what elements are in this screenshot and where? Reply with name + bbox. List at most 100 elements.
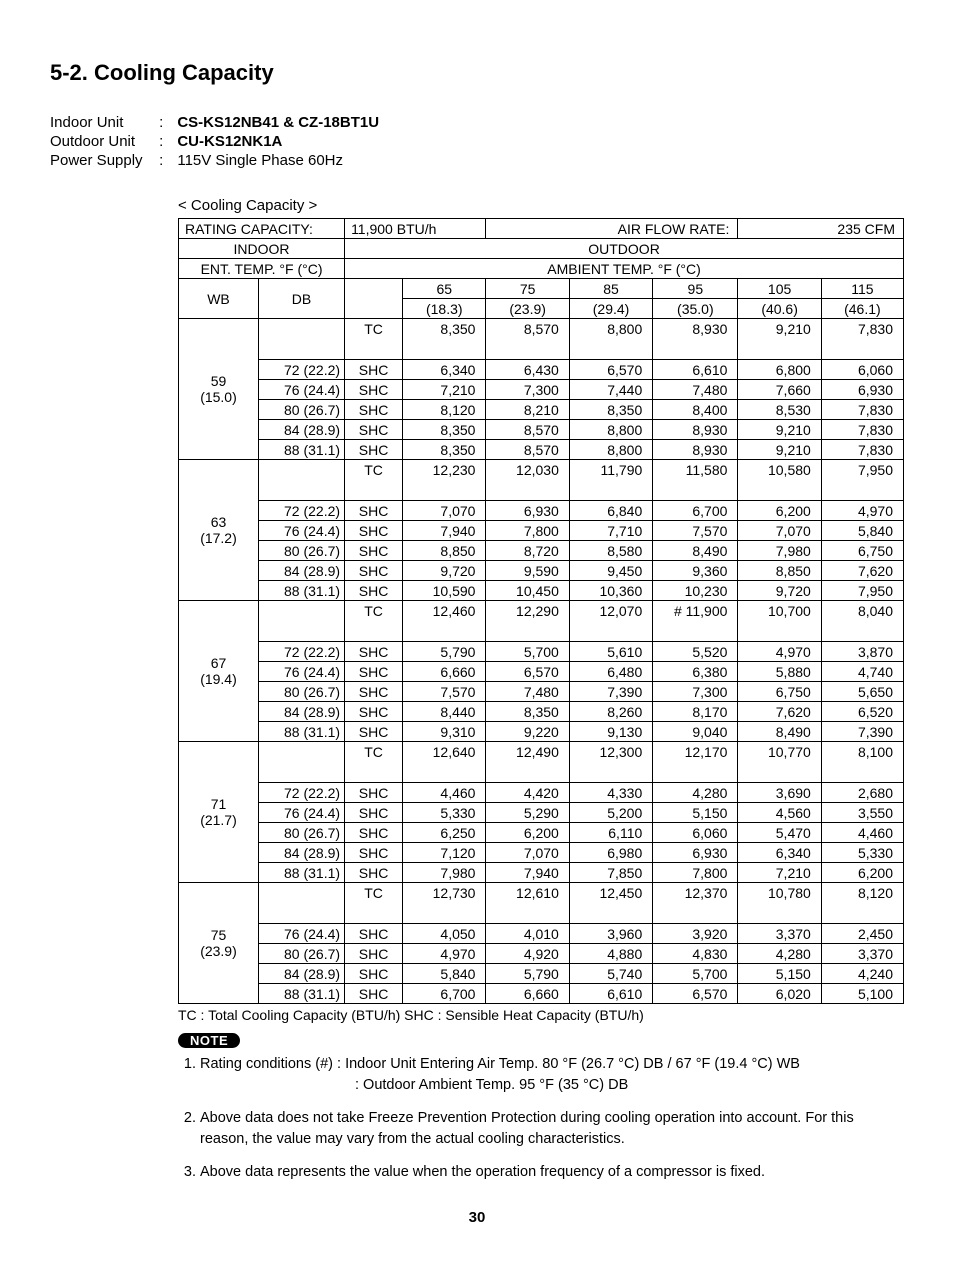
- val-0-0-1: 6,430: [486, 360, 569, 380]
- colon: :: [159, 114, 173, 131]
- val-3-2-2: 6,110: [569, 823, 652, 843]
- val-3-0-1: 4,420: [486, 783, 569, 803]
- val-0-2-2: 8,350: [569, 400, 652, 420]
- val-1-2-2: 8,580: [569, 541, 652, 561]
- val-3-3-3: 6,930: [653, 843, 738, 863]
- val-4-1-2: 4,880: [569, 944, 652, 964]
- val-0-2-3: 8,400: [653, 400, 738, 420]
- amb-temp-header: AMBIENT TEMP. °F (°C): [345, 259, 904, 279]
- val-1-4-1: 10,450: [486, 581, 569, 601]
- spec-power-label: Power Supply: [50, 152, 155, 169]
- val-4-1-0: 4,970: [403, 944, 486, 964]
- val-2-2-2: 7,390: [569, 682, 652, 702]
- val-1-3-4: 8,850: [738, 561, 821, 581]
- tc-3-3: 12,170: [653, 742, 738, 783]
- val-1-0-4: 6,200: [738, 501, 821, 521]
- val-1-3-3: 9,360: [653, 561, 738, 581]
- outdoor-header: OUTDOOR: [345, 239, 904, 259]
- tc-1-3: 11,580: [653, 460, 738, 501]
- db-header: DB: [258, 279, 344, 319]
- shc-label: SHC: [345, 521, 403, 541]
- val-1-1-3: 7,570: [653, 521, 738, 541]
- val-2-4-0: 9,310: [403, 722, 486, 742]
- val-4-0-2: 3,960: [569, 924, 652, 944]
- shc-label: SHC: [345, 642, 403, 662]
- note-2: Above data does not take Freeze Preventi…: [200, 1108, 904, 1150]
- val-1-1-2: 7,710: [569, 521, 652, 541]
- val-4-3-0: 6,700: [403, 984, 486, 1004]
- val-2-1-4: 5,880: [738, 662, 821, 682]
- tc-4-5: 8,120: [821, 883, 903, 924]
- val-2-3-4: 7,620: [738, 702, 821, 722]
- val-0-0-0: 6,340: [403, 360, 486, 380]
- val-2-1-2: 6,480: [569, 662, 652, 682]
- shc-label: SHC: [345, 702, 403, 722]
- val-1-0-2: 6,840: [569, 501, 652, 521]
- val-1-0-0: 7,070: [403, 501, 486, 521]
- db-2-0: 72 (22.2): [258, 642, 344, 662]
- val-1-1-5: 5,840: [821, 521, 903, 541]
- shc-label: SHC: [345, 944, 403, 964]
- tc-4-3: 12,370: [653, 883, 738, 924]
- db-1-3: 84 (28.9): [258, 561, 344, 581]
- val-4-0-1: 4,010: [486, 924, 569, 944]
- shc-label: SHC: [345, 924, 403, 944]
- tc-2-1: 12,290: [486, 601, 569, 642]
- val-0-0-5: 6,060: [821, 360, 903, 380]
- db-blank: [258, 883, 344, 924]
- wb-cell-63: 63(17.2): [179, 460, 259, 601]
- tc-label: TC: [345, 319, 403, 360]
- val-2-0-5: 3,870: [821, 642, 903, 662]
- val-3-0-0: 4,460: [403, 783, 486, 803]
- spec-power-value: 115V Single Phase 60Hz: [177, 152, 343, 169]
- db-0-4: 88 (31.1): [258, 440, 344, 460]
- db-3-4: 88 (31.1): [258, 863, 344, 883]
- colon: :: [159, 133, 173, 150]
- amb-col-c-3: (35.0): [653, 299, 738, 319]
- db-4-1: 80 (26.7): [258, 944, 344, 964]
- val-0-1-4: 7,660: [738, 380, 821, 400]
- db-0-3: 84 (28.9): [258, 420, 344, 440]
- tc-label: TC: [345, 742, 403, 783]
- shc-label: SHC: [345, 843, 403, 863]
- spec-indoor-value: CS-KS12NB41 & CZ-18BT1U: [177, 114, 379, 131]
- db-blank: [258, 319, 344, 360]
- val-1-3-1: 9,590: [486, 561, 569, 581]
- val-3-1-3: 5,150: [653, 803, 738, 823]
- shc-label: SHC: [345, 783, 403, 803]
- db-2-2: 80 (26.7): [258, 682, 344, 702]
- table-caption: < Cooling Capacity >: [178, 197, 904, 214]
- tc-3-4: 10,770: [738, 742, 821, 783]
- tc-0-5: 7,830: [821, 319, 903, 360]
- db-3-2: 80 (26.7): [258, 823, 344, 843]
- val-3-2-4: 5,470: [738, 823, 821, 843]
- val-0-3-2: 8,800: [569, 420, 652, 440]
- val-4-3-1: 6,660: [486, 984, 569, 1004]
- tc-label: TC: [345, 883, 403, 924]
- val-1-2-4: 7,980: [738, 541, 821, 561]
- wb-cell-71: 71(21.7): [179, 742, 259, 883]
- val-2-4-4: 8,490: [738, 722, 821, 742]
- tc-1-1: 12,030: [486, 460, 569, 501]
- table-legend: TC : Total Cooling Capacity (BTU/h) SHC …: [178, 1007, 904, 1023]
- val-1-2-3: 8,490: [653, 541, 738, 561]
- amb-col-f-1: 75: [486, 279, 569, 299]
- shc-label: SHC: [345, 380, 403, 400]
- val-4-0-3: 3,920: [653, 924, 738, 944]
- tc-2-2: 12,070: [569, 601, 652, 642]
- tc-3-0: 12,640: [403, 742, 486, 783]
- tc-0-3: 8,930: [653, 319, 738, 360]
- val-2-0-2: 5,610: [569, 642, 652, 662]
- db-2-4: 88 (31.1): [258, 722, 344, 742]
- val-3-3-2: 6,980: [569, 843, 652, 863]
- db-0-2: 80 (26.7): [258, 400, 344, 420]
- val-3-1-4: 4,560: [738, 803, 821, 823]
- db-0-1: 76 (24.4): [258, 380, 344, 400]
- val-4-3-3: 6,570: [653, 984, 738, 1004]
- shc-label: SHC: [345, 662, 403, 682]
- val-4-0-5: 2,450: [821, 924, 903, 944]
- val-0-3-3: 8,930: [653, 420, 738, 440]
- val-0-0-4: 6,800: [738, 360, 821, 380]
- tc-0-4: 9,210: [738, 319, 821, 360]
- tc-4-1: 12,610: [486, 883, 569, 924]
